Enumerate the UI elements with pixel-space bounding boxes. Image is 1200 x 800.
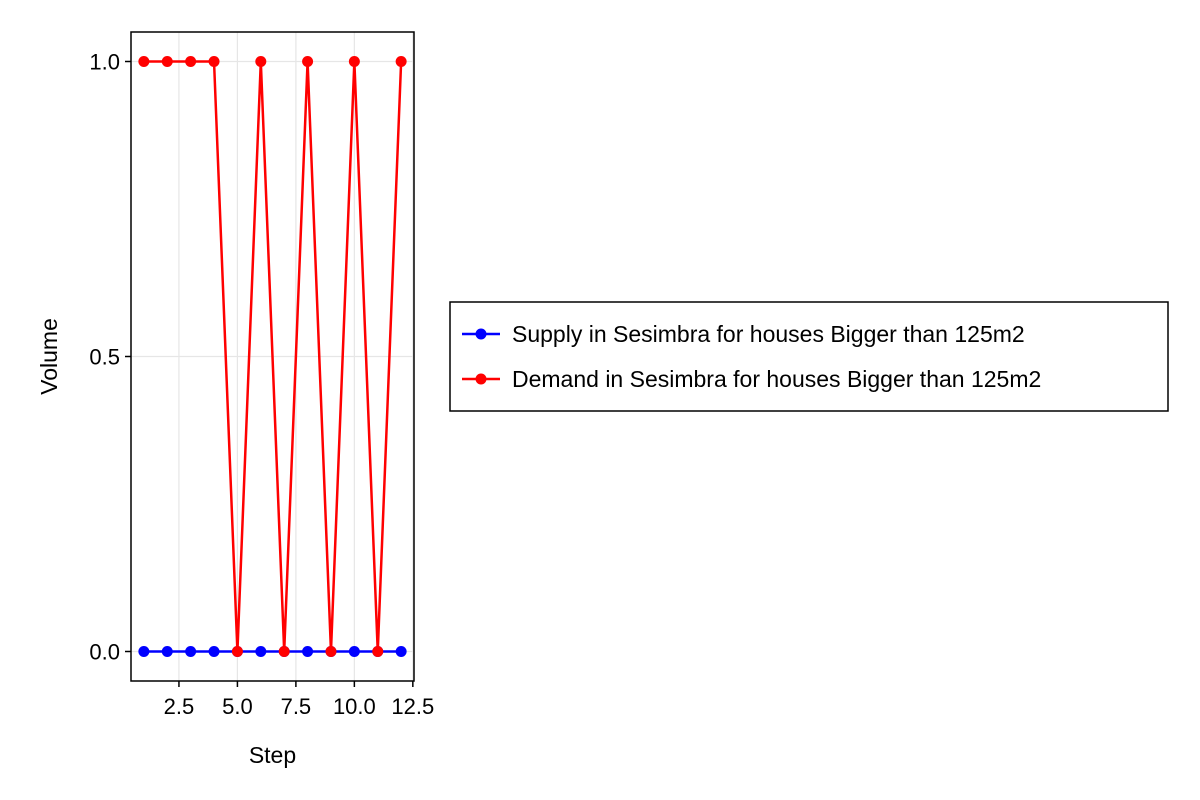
y-tick-label: 0.5 (89, 345, 120, 370)
x-tick-label: 5.0 (222, 694, 253, 719)
legend-box (449, 301, 1169, 412)
legend-label: Demand in Sesimbra for houses Bigger tha… (512, 366, 1041, 392)
data-point (278, 646, 290, 657)
x-axis-title: Step (249, 742, 296, 768)
legend-entry: Demand in Sesimbra for houses Bigger tha… (462, 366, 1041, 392)
x-tick-label: 2.5 (164, 694, 195, 719)
legend-swatch-marker (475, 373, 487, 385)
legend-label: Supply in Sesimbra for houses Bigger tha… (512, 321, 1025, 347)
data-point (395, 56, 407, 67)
legend-entry: Supply in Sesimbra for houses Bigger tha… (462, 321, 1025, 347)
data-point (138, 646, 150, 657)
data-point (302, 56, 314, 67)
data-point (395, 646, 407, 657)
x-tick-label: 12.5 (391, 694, 434, 719)
legend-swatch-marker (475, 328, 487, 340)
data-point (348, 646, 360, 657)
data-point (208, 646, 220, 657)
x-tick-label: 10.0 (333, 694, 376, 719)
data-point (161, 56, 173, 67)
legend-entries: Supply in Sesimbra for houses Bigger tha… (462, 321, 1041, 392)
data-point (185, 646, 197, 657)
data-point (231, 646, 243, 657)
y-tick-label: 1.0 (89, 50, 120, 75)
legend: Supply in Sesimbra for houses Bigger tha… (449, 301, 1169, 412)
data-point (302, 646, 314, 657)
data-point (208, 56, 220, 67)
data-point (138, 56, 150, 67)
y-axis-title: Volume (36, 318, 62, 395)
x-tick-label: 7.5 (281, 694, 312, 719)
data-point (255, 646, 267, 657)
data-point (185, 56, 197, 67)
plot-series (138, 56, 407, 657)
data-point (255, 56, 267, 67)
data-point (372, 646, 384, 657)
data-point (325, 646, 337, 657)
data-point (348, 56, 360, 67)
axis-ticks: 2.5 5.0 7.5 10.0 12.5 0.0 0.5 1.0 (89, 50, 434, 720)
series-2 (138, 56, 407, 657)
y-tick-label: 0.0 (89, 640, 120, 665)
data-point (161, 646, 173, 657)
